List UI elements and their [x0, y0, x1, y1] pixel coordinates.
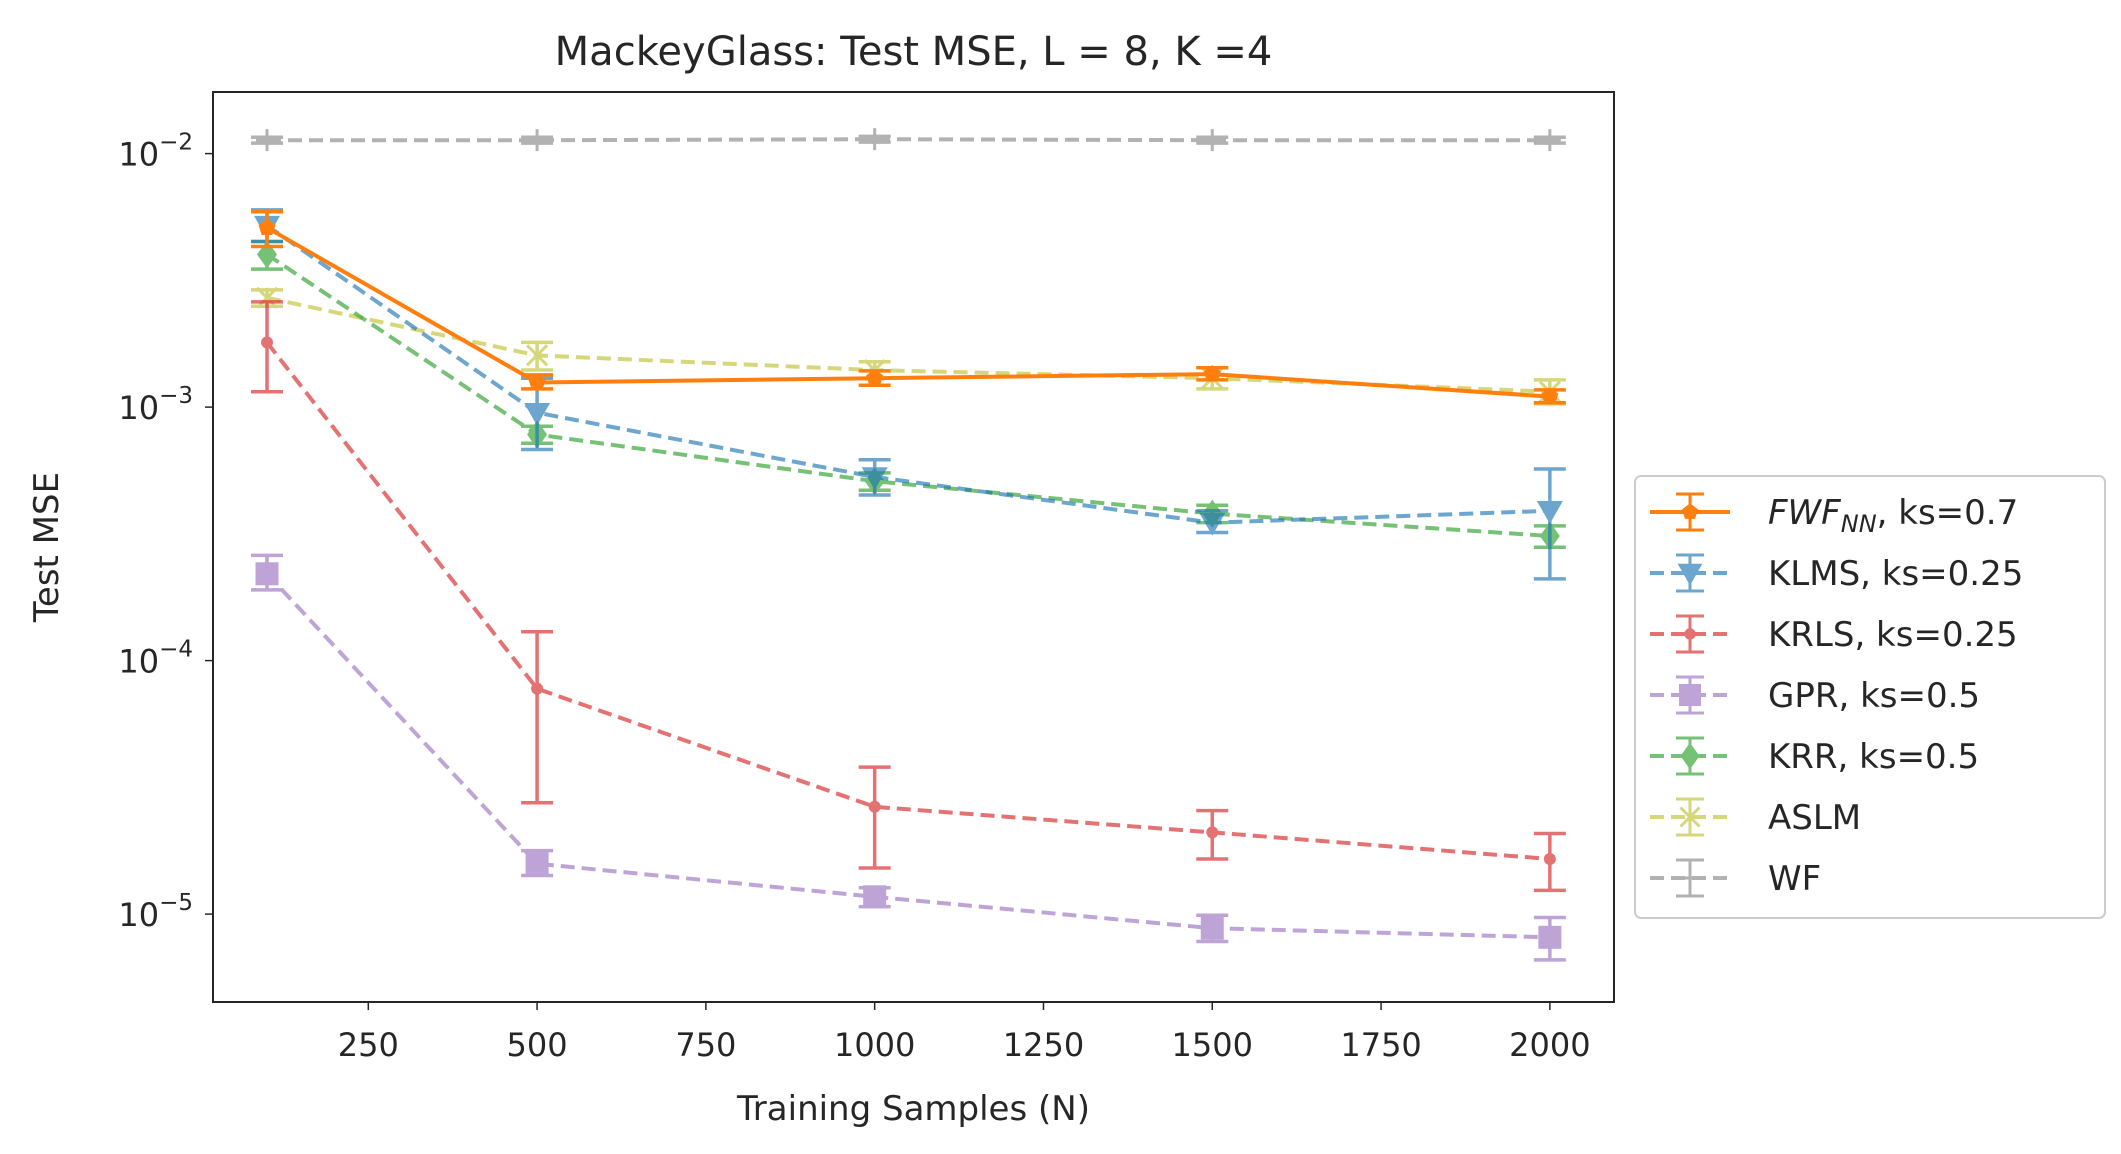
legend-label-sub: NN — [1841, 510, 1877, 538]
data-point — [526, 129, 549, 152]
legend-label: FWFNN, ks=0.7 — [1768, 493, 2018, 538]
legend-label: KLMS, ks=0.25 — [1768, 554, 2023, 594]
data-point — [528, 373, 546, 390]
data-point — [1543, 852, 1556, 865]
series-wf — [251, 128, 1566, 152]
y-tick-base: 10 — [118, 136, 159, 174]
legend-label: KRLS, ks=0.25 — [1768, 615, 2018, 655]
x-tick-label: 1750 — [1340, 1026, 1421, 1064]
data-point — [1201, 129, 1224, 152]
legend-marker — [1679, 806, 1701, 828]
legend-box — [1634, 475, 2106, 919]
y-tick-label: 10−2 — [118, 130, 193, 174]
axes: 250 500 750 1000 1250 1500 1750 200010−510−410−… — [118, 130, 1590, 1064]
series-fwf — [251, 209, 1566, 405]
series-layer — [251, 128, 1566, 962]
data-point — [1541, 387, 1559, 404]
data-point — [1203, 365, 1221, 382]
legend-label-main: KLMS, ks=0.25 — [1768, 554, 2023, 594]
legend-handle — [1650, 797, 1730, 837]
data-point — [866, 369, 884, 386]
data-point — [256, 129, 279, 152]
series-line — [265, 341, 1551, 861]
legend-label-main: FWF — [1768, 493, 1841, 533]
y-tick-label: 10−4 — [118, 637, 193, 681]
legend-marker — [1681, 503, 1699, 519]
legend-label-main: KRLS, ks=0.25 — [1768, 615, 2018, 655]
data-point — [863, 128, 886, 151]
series-line — [266, 225, 1551, 399]
x-tick-label: 750 — [675, 1026, 736, 1064]
x-tick-label: 1500 — [1172, 1026, 1253, 1064]
legend-label: ASLM — [1768, 798, 1861, 838]
x-tick-label: 2000 — [1509, 1026, 1590, 1064]
data-point — [261, 336, 274, 349]
data-point — [526, 344, 549, 367]
axes-frame — [212, 91, 1615, 1003]
legend-handle — [1650, 553, 1730, 593]
y-tick-exponent: −2 — [159, 130, 193, 156]
data-point — [861, 467, 888, 490]
y-tick-label: 10−3 — [118, 383, 193, 427]
data-point — [868, 800, 881, 813]
legend-label-main: KRR, ks=0.5 — [1768, 737, 1979, 777]
data-point — [863, 885, 887, 909]
data-point — [1200, 916, 1224, 940]
y-tick-label: 10−5 — [118, 890, 193, 934]
legend-label: KRR, ks=0.5 — [1768, 737, 1979, 777]
series-gpr — [251, 553, 1566, 962]
data-point — [258, 218, 276, 235]
y-tick-exponent: −5 — [159, 890, 193, 916]
data-point — [1206, 826, 1219, 839]
legend-label: WF — [1768, 859, 1821, 899]
x-axis-label: Training Samples (N) — [736, 1089, 1090, 1129]
x-tick-label: 1000 — [834, 1026, 915, 1064]
legend-label-rest: , ks=0.7 — [1877, 493, 2019, 533]
legend-handle — [1650, 492, 1730, 532]
data-point — [1538, 925, 1562, 949]
data-point — [255, 562, 279, 586]
legend: FWFNN, ks=0.7 KLMS, ks=0.25 KRLS, ks=0.25 G… — [1634, 475, 2106, 919]
y-tick-base: 10 — [118, 896, 159, 934]
x-tick-label: 1250 — [1003, 1026, 1084, 1064]
data-point — [1538, 129, 1561, 152]
series-krr — [251, 239, 1566, 551]
data-point — [524, 402, 551, 426]
legend-label-main: GPR, ks=0.5 — [1768, 676, 1980, 716]
x-tick-label: 250 — [338, 1026, 399, 1064]
series-line — [265, 252, 1551, 538]
series-krls — [251, 300, 1566, 893]
data-point — [1536, 501, 1563, 524]
chart-title: MackeyGlass: Test MSE, L = 8, K =4 — [555, 29, 1273, 75]
legend-marker — [1679, 684, 1701, 706]
legend-handle — [1650, 614, 1730, 654]
legend-marker — [1677, 563, 1703, 586]
data-point — [531, 682, 544, 695]
legend-handle — [1650, 675, 1730, 715]
legend-label-main: ASLM — [1768, 798, 1861, 838]
legend-marker — [1680, 742, 1700, 770]
x-tick-label: 500 — [507, 1026, 568, 1064]
legend-label-main: WF — [1768, 859, 1821, 899]
series-line — [265, 223, 1550, 525]
data-point — [525, 852, 549, 876]
series-line — [267, 137, 1550, 143]
series-line — [265, 572, 1550, 940]
y-tick-exponent: −3 — [159, 383, 193, 409]
legend-handle — [1650, 736, 1730, 776]
y-tick-base: 10 — [118, 389, 159, 427]
data-point — [1199, 512, 1226, 536]
y-tick-exponent: −4 — [159, 637, 193, 663]
legend-label: GPR, ks=0.5 — [1768, 676, 1980, 716]
legend-handle — [1650, 858, 1730, 898]
y-axis-label: Test MSE — [27, 472, 67, 623]
legend-marker — [1684, 628, 1696, 640]
legend-marker — [1679, 867, 1701, 889]
y-tick-base: 10 — [118, 643, 159, 681]
